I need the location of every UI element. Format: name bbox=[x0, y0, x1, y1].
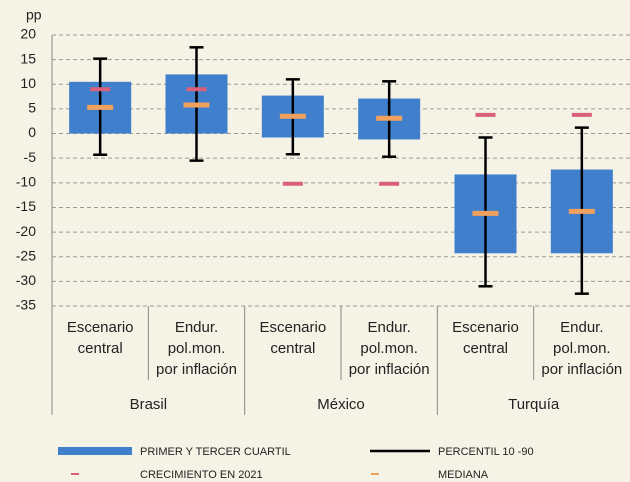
x-tick-label: central bbox=[463, 340, 508, 357]
y-tick-label: -25 bbox=[16, 247, 36, 263]
x-tick-label: Endur. bbox=[367, 319, 410, 336]
y-tick-label: -15 bbox=[16, 198, 36, 214]
group-label: Turquía bbox=[508, 396, 560, 413]
y-tick-label: -10 bbox=[16, 174, 36, 190]
legend-swatch bbox=[58, 447, 132, 455]
x-tick-label: Endur. bbox=[175, 319, 218, 336]
x-tick-label: por inflación bbox=[349, 361, 430, 378]
x-tick-label: Escenario bbox=[67, 319, 134, 336]
group-label: Brasil bbox=[130, 396, 168, 413]
group-label: México bbox=[317, 396, 365, 413]
x-tick-label: pol.mon. bbox=[168, 340, 226, 357]
y-tick-label: 20 bbox=[20, 26, 36, 42]
x-tick-label: central bbox=[78, 340, 123, 357]
y-tick-label: 10 bbox=[20, 75, 36, 91]
legend-label: PRIMER Y TERCER CUARTIL bbox=[140, 446, 291, 458]
y-tick-label: 5 bbox=[28, 100, 36, 116]
y-tick-label: -35 bbox=[16, 297, 36, 313]
y-tick-label: -30 bbox=[16, 272, 36, 288]
x-tick-label: Escenario bbox=[259, 319, 326, 336]
y-axis-label: pp bbox=[26, 7, 42, 23]
x-tick-label: Endur. bbox=[560, 319, 603, 336]
legend-label: MEDIANA bbox=[438, 469, 489, 481]
y-tick-label: -5 bbox=[24, 149, 37, 165]
x-tick-label: Escenario bbox=[452, 319, 519, 336]
y-tick-label: -20 bbox=[16, 223, 36, 239]
y-tick-label: 15 bbox=[20, 50, 36, 66]
legend-label: PERCENTIL 10 -90 bbox=[438, 446, 534, 458]
x-tick-label: central bbox=[270, 340, 315, 357]
x-tick-label: pol.mon. bbox=[553, 340, 611, 357]
x-tick-label: por inflación bbox=[541, 361, 622, 378]
x-tick-label: pol.mon. bbox=[360, 340, 418, 357]
legend-label: CRECIMIENTO EN 2021 bbox=[140, 469, 263, 481]
x-tick-label: por inflación bbox=[156, 361, 237, 378]
y-tick-label: 0 bbox=[28, 124, 36, 140]
